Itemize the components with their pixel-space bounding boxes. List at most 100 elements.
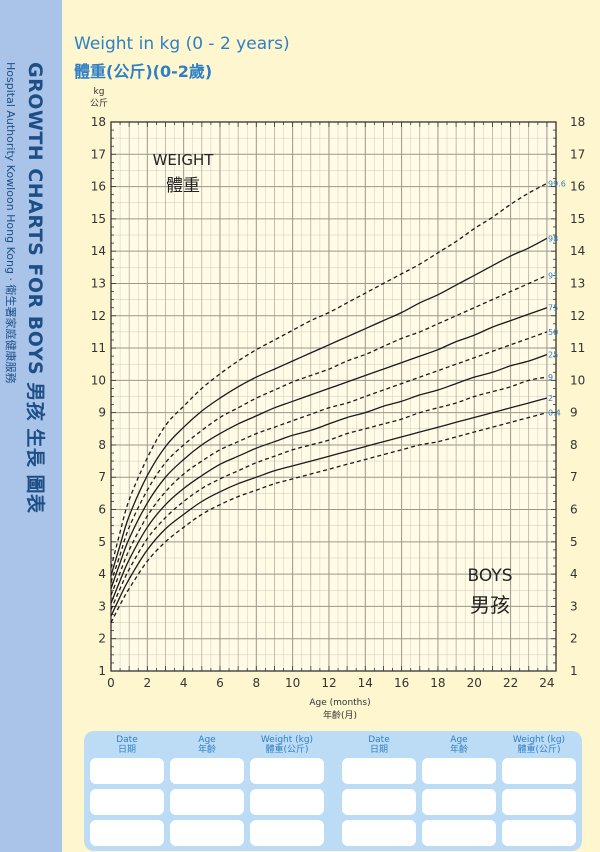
y-tick-label-left: 17 (91, 147, 106, 161)
table-cell[interactable] (422, 820, 496, 846)
y-tick-label-right: 15 (570, 212, 585, 226)
y-axis-label-chinese: 公斤 (90, 98, 108, 109)
table-cell[interactable] (502, 789, 576, 815)
table-cell[interactable] (170, 820, 244, 846)
table-header-en: Date (368, 735, 390, 745)
y-tick-label-left: 13 (91, 276, 106, 290)
table-header-zh: 年齡 (449, 745, 468, 755)
table-cell[interactable] (502, 820, 576, 846)
table-cell[interactable] (422, 758, 496, 784)
table-cell[interactable] (250, 820, 324, 846)
y-tick-label-left: 10 (91, 373, 106, 387)
table-header: Age 年齡 (422, 735, 496, 755)
table-cell[interactable] (250, 758, 324, 784)
x-axis-label: Age (months) (309, 698, 370, 708)
table-cell[interactable] (342, 789, 416, 815)
percentile-curve-2 (110, 397, 548, 617)
annotation-weight-chinese: 體重 (166, 176, 200, 196)
y-tick-label-left: 11 (91, 341, 106, 355)
x-tick-label: 8 (252, 676, 260, 690)
percentile-curve-91 (110, 274, 548, 583)
x-tick-label: 20 (467, 676, 482, 690)
table-header: Date 日期 (342, 735, 416, 755)
percentile-curve-98 (110, 237, 548, 576)
table-header-zh: 日期 (117, 745, 136, 755)
table-cell[interactable] (90, 820, 164, 846)
table-header-zh: 日期 (369, 745, 388, 755)
y-tick-label-left: 7 (98, 470, 106, 484)
y-tick-label-right: 14 (570, 244, 585, 258)
percentile-label: 98 (548, 234, 558, 243)
y-tick-label-right: 4 (570, 567, 578, 581)
percentile-curve-0-4 (110, 411, 548, 623)
y-tick-label-right: 7 (570, 470, 578, 484)
percentile-curve-50 (110, 331, 548, 596)
y-tick-label-left: 14 (91, 244, 106, 258)
table-cell[interactable] (90, 789, 164, 815)
y-tick-label-left: 2 (98, 632, 106, 646)
y-tick-label-right: 9 (570, 406, 578, 420)
table-header: Weight (kg) 體重(公斤) (250, 735, 324, 755)
table-header-zh: 體重(公斤) (265, 745, 309, 755)
percentile-curve-9 (110, 376, 548, 610)
table-cell[interactable] (342, 758, 416, 784)
x-tick-label: 12 (321, 676, 336, 690)
table-cell[interactable] (90, 758, 164, 784)
y-tick-label-left: 3 (98, 599, 106, 613)
y-tick-label-right: 13 (570, 276, 585, 290)
table-header-en: Weight (kg) (512, 735, 566, 745)
y-tick-label-left: 18 (91, 115, 106, 129)
table-header-en: Age (198, 735, 216, 745)
table-cell[interactable] (170, 758, 244, 784)
percentile-curve-25 (110, 353, 548, 604)
page-title: Weight in kg (0 - 2 years) (74, 34, 290, 54)
y-tick-label-right: 2 (570, 632, 578, 646)
percentile-label: 91 (548, 271, 558, 280)
annotation-weight: WEIGHT (153, 151, 215, 169)
y-tick-label-right: 3 (570, 599, 578, 613)
y-tick-label-right: 8 (570, 438, 578, 452)
table-header: Weight (kg) 體重(公斤) (502, 735, 576, 755)
table-cell[interactable] (342, 820, 416, 846)
table-header: Date 日期 (90, 735, 164, 755)
x-tick-label: 6 (216, 676, 224, 690)
percentile-label: 50 (548, 328, 558, 337)
x-axis-label-chinese: 年齡(月) (323, 709, 357, 721)
percentile-label: 0.4 (548, 409, 561, 418)
table-cell[interactable] (422, 789, 496, 815)
x-tick-label: 0 (107, 676, 115, 690)
x-tick-label: 16 (394, 676, 409, 690)
y-tick-label-left: 9 (98, 406, 106, 420)
percentile-label: 75 (548, 304, 558, 313)
y-axis-label: kg (94, 87, 105, 97)
x-tick-label: 10 (285, 676, 300, 690)
y-tick-label-right: 18 (570, 115, 585, 129)
x-tick-label: 4 (180, 676, 188, 690)
percentile-label: 9 (548, 373, 553, 382)
percentile-label: 25 (548, 351, 558, 360)
table-header: Age 年齡 (170, 735, 244, 755)
percentile-label: 2 (548, 394, 553, 403)
annotation-boys-chinese: 男孩 (470, 593, 510, 617)
y-tick-label-right: 5 (570, 535, 578, 549)
record-table: Date 日期 Age 年齡 Weight (kg) 體重(公斤) Date 日期 Age 年齡 W… (84, 731, 582, 851)
sidebar: GROWTH CHARTS FOR BOYS 男孩 生長 圖表 Hospital… (0, 0, 62, 852)
table-cell[interactable] (250, 789, 324, 815)
y-tick-label-left: 1 (98, 664, 106, 678)
y-tick-label-left: 8 (98, 438, 106, 452)
table-cell[interactable] (170, 789, 244, 815)
y-tick-label-left: 12 (91, 309, 106, 323)
y-tick-label-right: 11 (570, 341, 585, 355)
percentile-curve-75 (110, 307, 548, 589)
x-tick-label: 22 (503, 676, 518, 690)
table-cell[interactable] (502, 758, 576, 784)
y-tick-label-right: 10 (570, 373, 585, 387)
y-tick-label-left: 16 (91, 180, 106, 194)
table-header-en: Date (116, 735, 138, 745)
y-tick-label-left: 4 (98, 567, 106, 581)
y-tick-label-left: 6 (98, 503, 106, 517)
y-tick-label-left: 5 (98, 535, 106, 549)
table-header-zh: 年齡 (197, 745, 216, 755)
table-header-en: Age (450, 735, 468, 745)
